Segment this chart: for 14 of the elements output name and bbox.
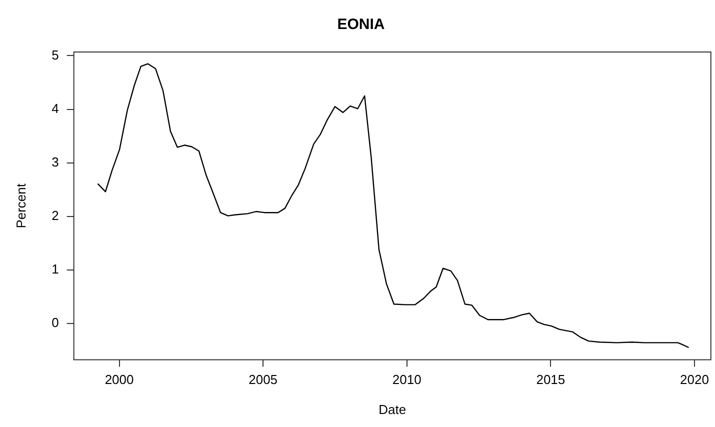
y-tick-label: 3 [52, 154, 59, 170]
y-tick-label: 5 [52, 47, 59, 62]
x-tick-label: 2005 [248, 372, 278, 388]
y-tick-label: 2 [52, 208, 59, 223]
x-axis-title: Date [378, 402, 406, 417]
y-axis-title: Percent [13, 183, 28, 228]
chart-title: EONIA [337, 16, 385, 34]
x-tick-label: 2015 [536, 372, 566, 388]
y-tick-label: 4 [52, 100, 59, 116]
x-tick-label: 2000 [104, 372, 134, 388]
x-tick-label: 2020 [680, 372, 709, 388]
x-tick-label: 2010 [392, 372, 422, 388]
y-tick-label: 1 [52, 261, 59, 276]
y-tick-label: 0 [52, 314, 59, 330]
